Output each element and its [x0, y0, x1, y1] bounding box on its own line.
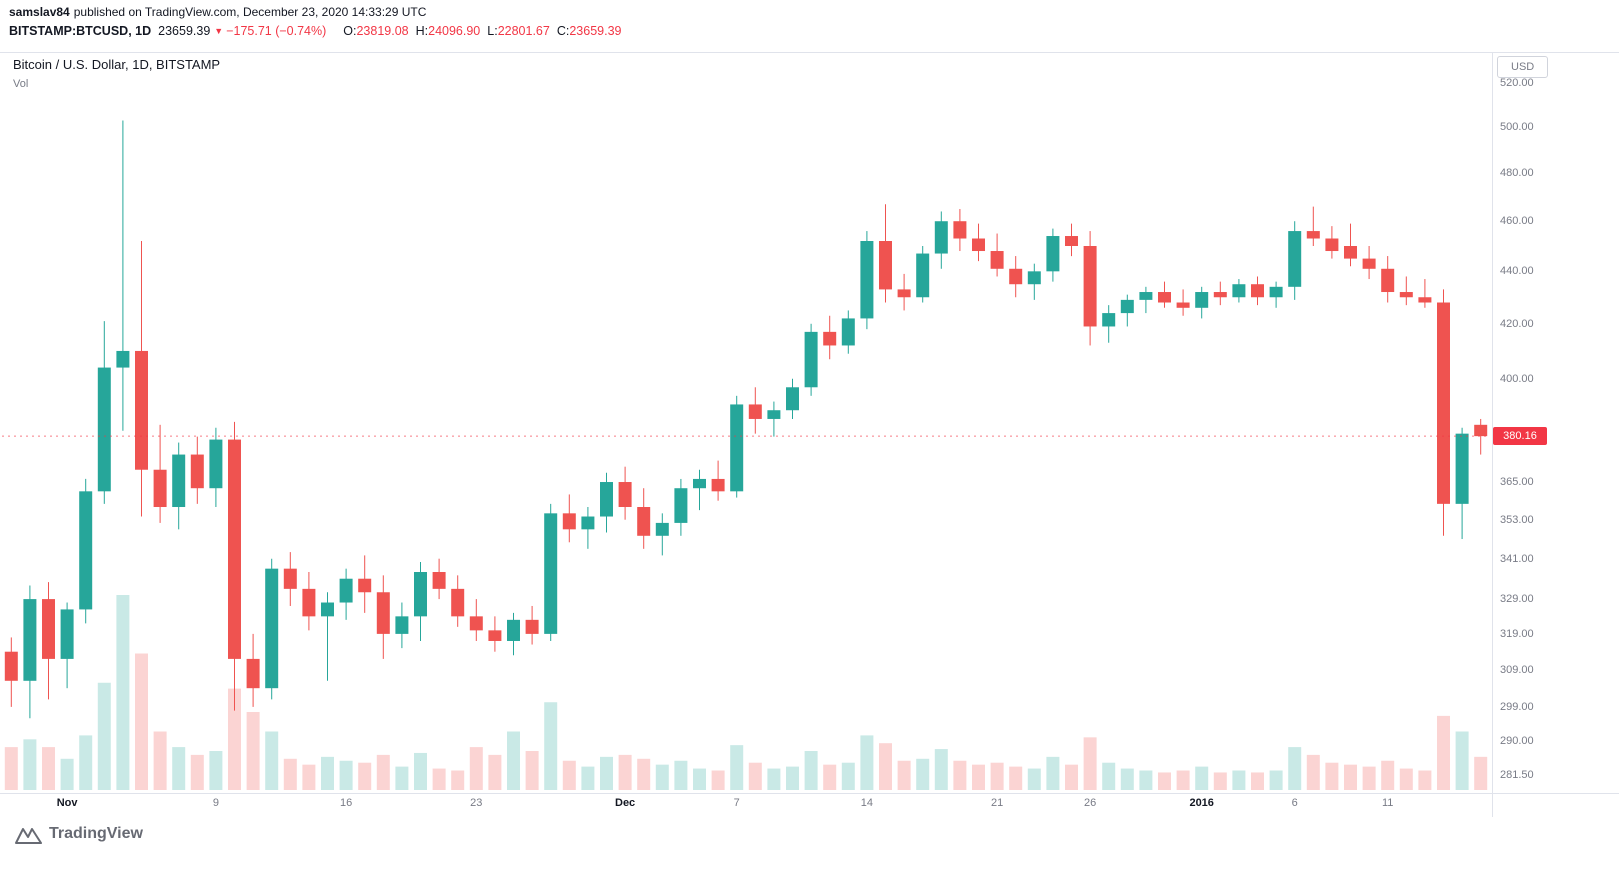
candlestick-series [4, 120, 1488, 719]
time-axis-label: 9 [212, 797, 219, 809]
price-axis-label: 400.00 [1500, 372, 1534, 385]
time-axis-label: 16 [339, 797, 353, 809]
price-axis-label: 319.00 [1500, 627, 1534, 640]
symbol-title: BITSTAMP:BTCUSD, 1D [9, 24, 152, 38]
time-axis-label: 7 [733, 797, 740, 809]
tradingview-brand-text: TradingView [49, 825, 143, 842]
price-axis-label: 500.00 [1500, 121, 1534, 134]
time-axis-label: Nov [56, 797, 78, 809]
currency-usd-button[interactable]: USD [1497, 56, 1549, 78]
tradingview-logo-icon [15, 828, 42, 844]
price-axis-label: 329.00 [1500, 593, 1534, 606]
published-text: published on TradingView.com, December 2… [73, 5, 427, 19]
chart-legend-title: Bitcoin / U.S. Dollar, 1D, BITSTAMP [13, 57, 221, 72]
symbol-info-line: BITSTAMP:BTCUSD, 1D 23659.39 ▼ −175.71 (−0.… [9, 24, 621, 38]
price-axis-label: 520.00 [1500, 77, 1534, 89]
price-axis-label: 480.00 [1500, 167, 1534, 180]
header-last-price: 23659.39 [158, 24, 211, 38]
open-value: 23819.08 [356, 24, 409, 38]
price-change: −175.71 (−0.74%) [226, 24, 327, 38]
price-axis-label: 365.00 [1500, 476, 1534, 489]
price-axis-label: 341.00 [1500, 552, 1534, 565]
time-axis-label: Dec [615, 797, 636, 809]
time-axis-label: 21 [990, 797, 1004, 809]
open-label: O: [343, 24, 357, 38]
price-axis-label: 420.00 [1500, 317, 1534, 330]
volume-series [4, 595, 1488, 790]
ohlc-values: O:23819.08 H:24096.90 L:22801.67 C:23659.39 [336, 24, 621, 38]
high-label: H: [415, 24, 429, 38]
publish-info-line: samslav84 published on TradingView.com, D… [9, 5, 621, 19]
low-value: 22801.67 [497, 24, 550, 38]
price-axis-label: 353.00 [1500, 513, 1534, 526]
close-value: 23659.39 [569, 24, 622, 38]
last-price-badge: 380.16 [1493, 427, 1547, 446]
author-name: samslav84 [9, 5, 70, 19]
time-axis-label: 6 [1291, 797, 1298, 809]
price-axis-label: 440.00 [1500, 265, 1534, 278]
low-label: L: [487, 24, 498, 38]
price-axis-label: 290.00 [1500, 735, 1534, 748]
time-axis-label: 14 [860, 797, 874, 809]
price-axis-label: 281.50 [1500, 768, 1534, 781]
time-axis-label: 2016 [1189, 797, 1214, 809]
volume-pane-label: Vol [13, 78, 29, 90]
close-label: C: [556, 24, 570, 38]
tradingview-logo[interactable]: TradingView [15, 824, 143, 844]
price-axis-label: 299.00 [1500, 700, 1534, 713]
high-value: 24096.90 [428, 24, 481, 38]
time-axis-label: 11 [1381, 797, 1394, 809]
price-axis-label: 460.00 [1500, 215, 1534, 228]
price-down-triangle-icon: ▼ [214, 26, 224, 36]
time-axis-label: 26 [1083, 797, 1097, 809]
time-axis-label: 23 [470, 797, 483, 809]
header: samslav84 published on TradingView.com, D… [9, 5, 621, 38]
price-axis-label: 309.00 [1500, 663, 1534, 676]
